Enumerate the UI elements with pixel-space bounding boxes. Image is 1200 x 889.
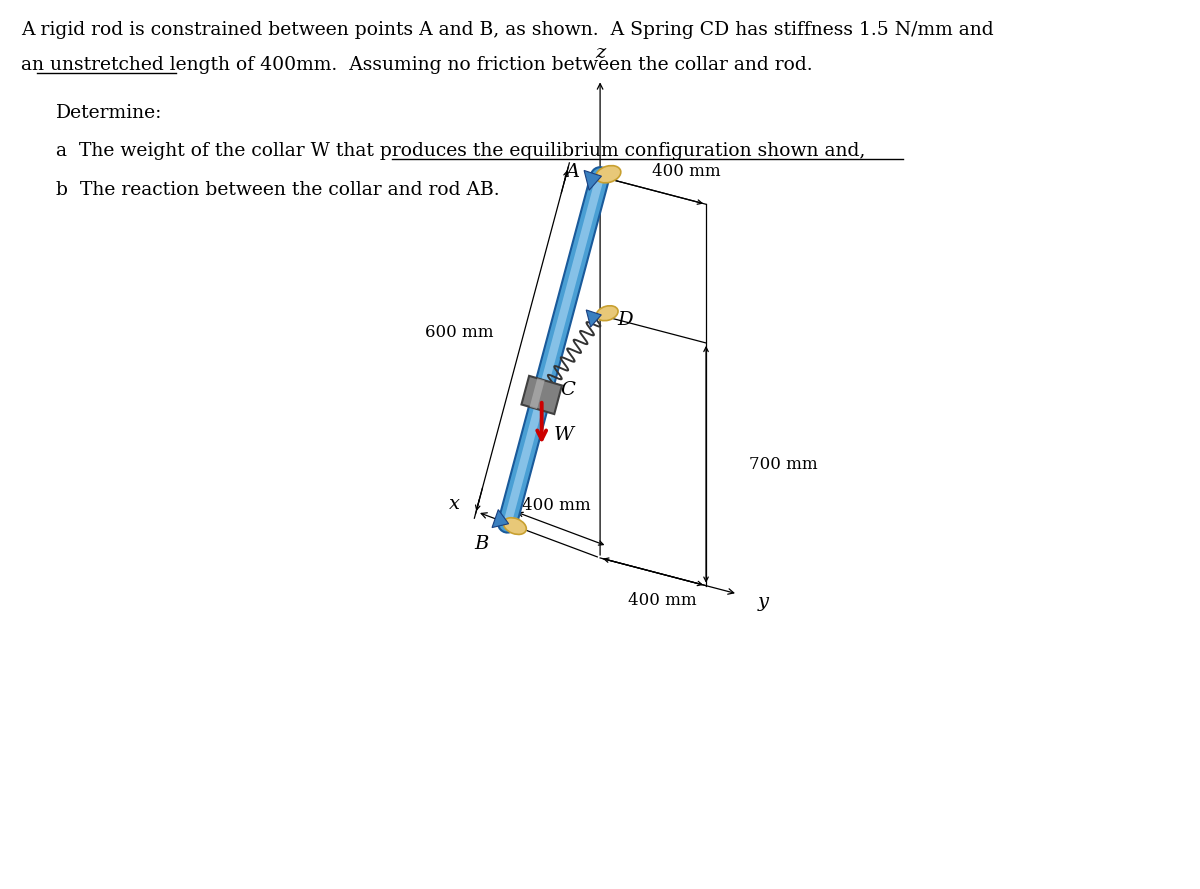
Text: x: x (450, 494, 461, 513)
Text: b  The reaction between the collar and rod AB.: b The reaction between the collar and ro… (56, 181, 500, 199)
Text: A rigid rod is constrained between points A and B, as shown.  A Spring CD has st: A rigid rod is constrained between point… (22, 21, 994, 39)
Text: 700 mm: 700 mm (749, 456, 817, 473)
Text: y: y (758, 593, 769, 611)
Text: A: A (565, 163, 580, 180)
Text: D: D (617, 311, 632, 329)
Text: 400 mm: 400 mm (629, 591, 697, 609)
Text: C: C (560, 381, 576, 399)
Ellipse shape (596, 306, 618, 321)
Text: B: B (474, 535, 488, 553)
Polygon shape (529, 378, 545, 409)
Text: z: z (595, 44, 605, 62)
Polygon shape (584, 171, 601, 190)
Ellipse shape (503, 517, 527, 534)
Text: 600 mm: 600 mm (425, 324, 493, 341)
Text: 400 mm: 400 mm (652, 164, 720, 180)
Ellipse shape (596, 165, 620, 183)
Text: Determine:: Determine: (56, 104, 162, 122)
Polygon shape (522, 376, 562, 414)
Polygon shape (492, 509, 509, 527)
Text: W: W (554, 426, 574, 444)
Polygon shape (587, 310, 601, 327)
Text: 400 mm: 400 mm (522, 497, 590, 514)
Text: a  The weight of the collar W that produces the equilibrium configuration shown : a The weight of the collar W that produc… (56, 142, 865, 160)
Text: an unstretched length of 400mm.  Assuming no friction between the collar and rod: an unstretched length of 400mm. Assuming… (22, 56, 812, 74)
